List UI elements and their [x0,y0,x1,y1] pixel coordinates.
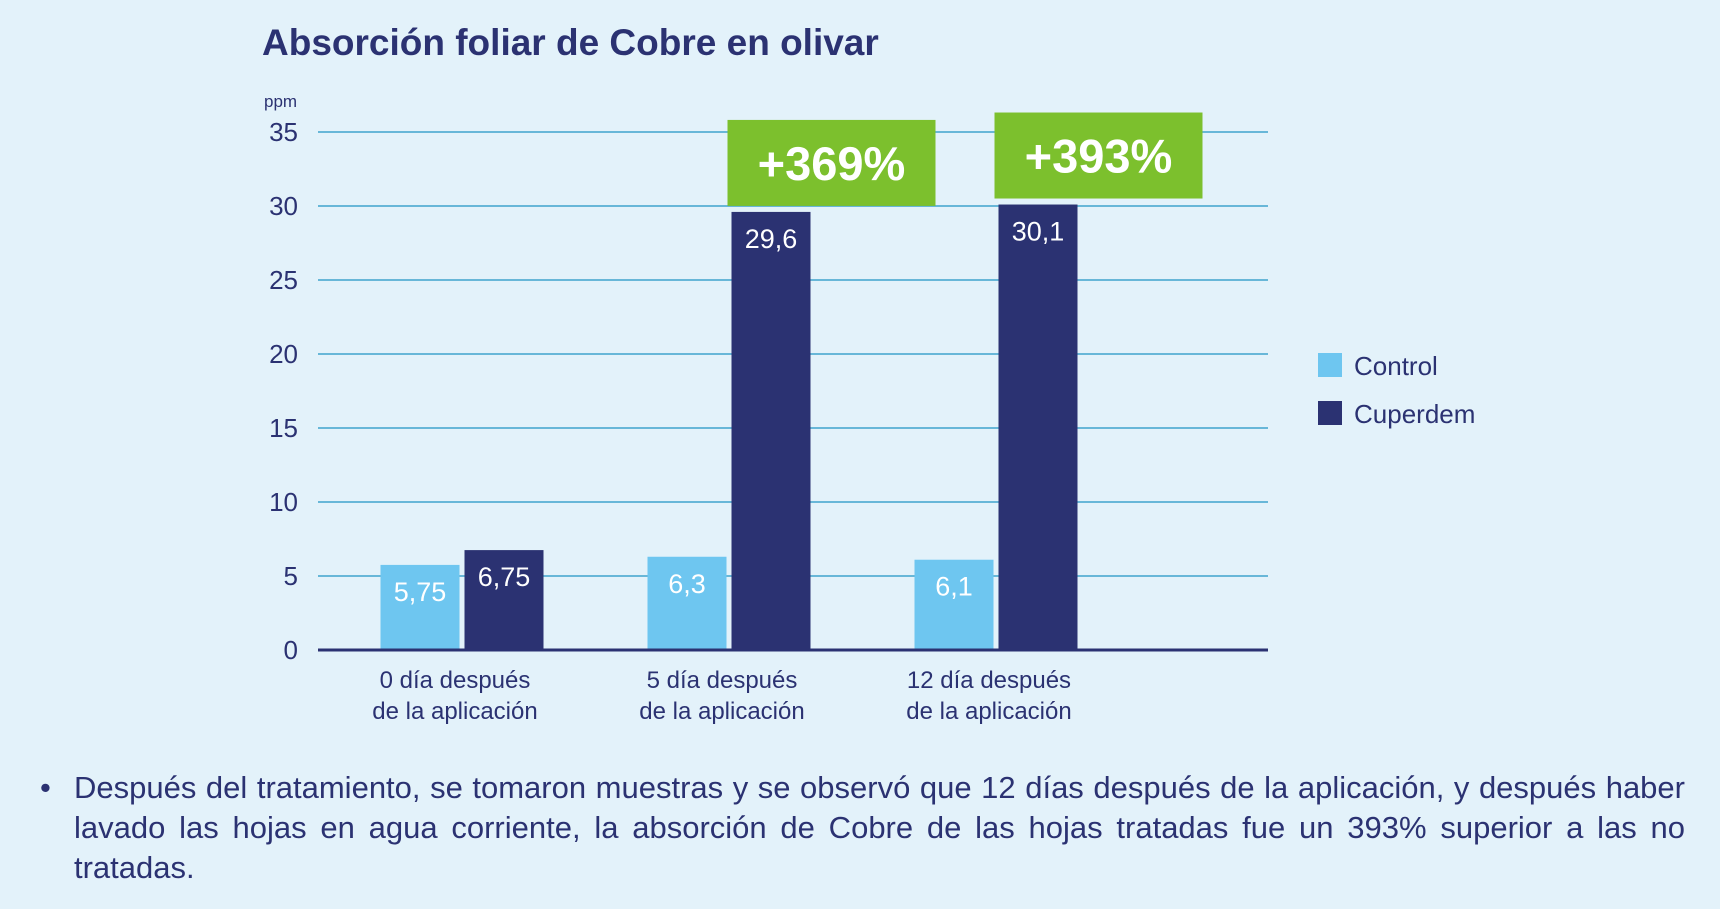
footnote-text: Después del tratamiento, se tomaron mues… [74,770,1685,885]
data-label: 30,1 [1012,217,1065,247]
x-tick-label: 12 día después [907,667,1071,694]
data-labels: 5,75 6,3 6,1 6,75 29,6 30,1 [394,217,1065,607]
legend-swatch-cuperdem [1318,401,1342,425]
data-label: 29,6 [745,224,798,254]
data-label: 5,75 [394,577,447,607]
data-label: 6,75 [478,562,531,592]
y-tick-label: 15 [269,413,298,443]
percent-badge [727,119,936,206]
x-tick-label: de la aplicación [372,698,537,725]
y-tick-label: 30 [269,191,298,221]
x-axis-ticks: 0 día después de la aplicación 5 día despu… [372,667,1071,725]
footnote: • Después del tratamiento, se tomaron mu… [40,768,1685,888]
y-tick-label: 35 [269,117,298,147]
y-tick-label: 10 [269,487,298,517]
y-axis-ticks: 0 5 10 15 20 25 30 35 [269,117,298,665]
legend-swatch-control [1318,353,1342,377]
percent-badge-text: +369% [758,137,906,190]
bar-cuperdem-1 [731,211,811,651]
legend-label-cuperdem: Cuperdem [1354,399,1475,429]
bar-control-0 [380,564,460,650]
bar-control-1 [647,556,727,650]
x-tick-label: 0 día después [380,667,531,694]
data-label: 6,3 [668,569,706,599]
bar-cuperdem-2 [998,204,1078,650]
y-tick-label: 5 [284,561,298,591]
x-tick-label: de la aplicación [639,698,804,725]
y-axis-unit-label: ppm [264,92,297,111]
y-tick-label: 0 [284,635,298,665]
bullet-marker: • [40,770,51,805]
x-tick-label: de la aplicación [906,698,1071,725]
bar-control-2 [914,559,994,650]
x-tick-label: 5 día después [647,667,798,694]
chart-title: Absorción foliar de Cobre en olivar [262,22,879,63]
bar-cuperdem-0 [464,550,544,650]
percent-badges: +369% +393% [727,112,1203,206]
legend-label-control: Control [1354,351,1438,381]
percent-badge-text: +393% [1025,130,1173,183]
legend: Control Cuperdem [1318,351,1475,429]
bars [380,204,1078,651]
y-tick-label: 25 [269,265,298,295]
percent-badge [994,112,1203,199]
y-tick-label: 20 [269,339,298,369]
data-label: 6,1 [935,572,973,602]
